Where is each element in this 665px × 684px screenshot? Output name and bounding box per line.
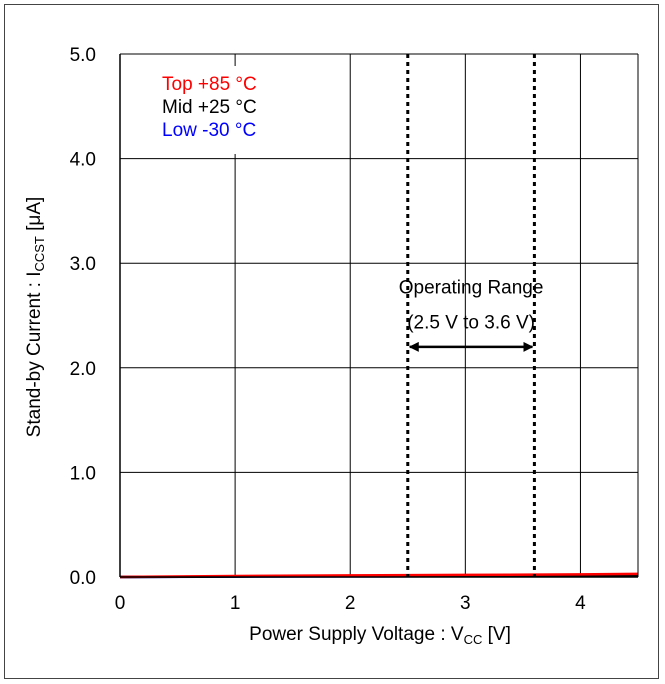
plot-area-border [119, 54, 639, 578]
x-tick-label: 1 [230, 593, 241, 614]
y-tick-label: 4.0 [70, 150, 96, 171]
legend-background [152, 66, 297, 154]
x-tick-labels: 0 1 2 3 4 [115, 593, 586, 614]
operating-range-lines [406, 54, 536, 577]
legend-entry: Mid +25 °C [162, 97, 257, 118]
x-tick-label: 3 [460, 593, 471, 614]
x-tick-label: 4 [575, 593, 586, 614]
y-tick-label: 1.0 [70, 463, 96, 484]
y-tick-label: 3.0 [70, 254, 96, 275]
y-tick-label: 5.0 [70, 45, 96, 66]
annotation-line-1: Operating Range [399, 277, 544, 298]
operating-range-annotation: Operating Range (2.5 V to 3.6 V) [399, 277, 544, 352]
legend-entry: Top +85 °C [162, 74, 257, 95]
x-tick-label: 0 [115, 593, 126, 614]
y-tick-labels: 0.0 1.0 2.0 3.0 4.0 5.0 [70, 45, 96, 589]
y-tick-label: 2.0 [70, 359, 96, 380]
y-tick-label: 0.0 [70, 568, 96, 589]
annotation-line-2: (2.5 V to 3.6 V) [407, 313, 535, 334]
y-axis-label: Stand-by Current : ICCST [μA] [24, 197, 47, 438]
legend-entry: Low -30 °C [162, 120, 256, 141]
chart-frame [4, 4, 659, 679]
x-axis-label: Power Supply Voltage : VCC [V] [249, 624, 511, 647]
x-tick-label: 2 [345, 593, 356, 614]
